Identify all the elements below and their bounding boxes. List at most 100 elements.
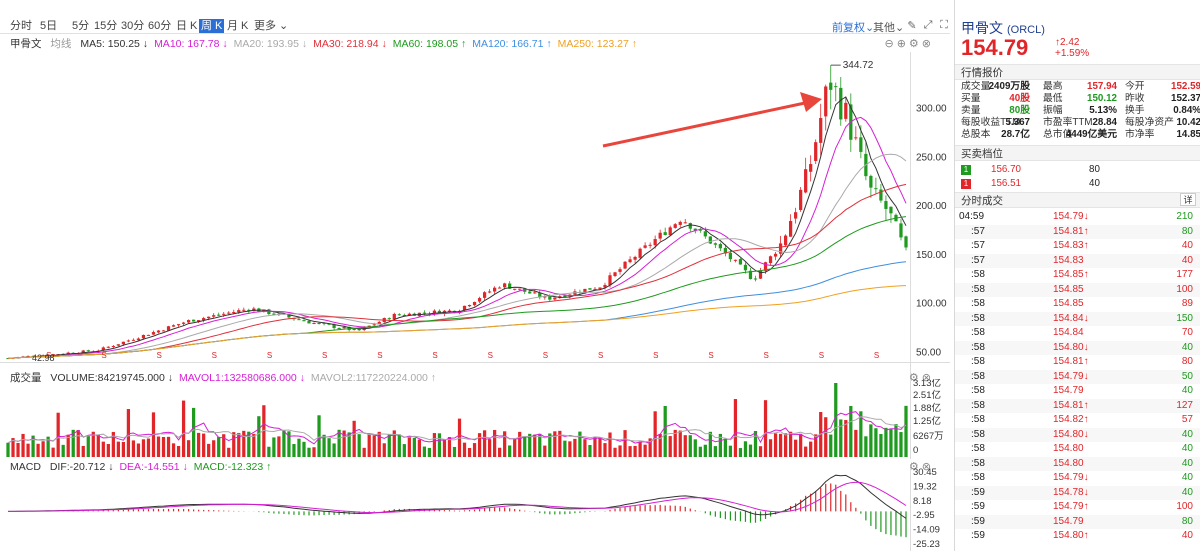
timeframe-tab-7[interactable]: 周 K xyxy=(199,19,225,33)
kline-chart[interactable]: 300.00 250.00 200.00 150.00 100.00 50.00 S S S S S… xyxy=(0,52,950,382)
volume-panel-controls[interactable]: ⚙⊗ xyxy=(908,372,934,384)
candle-body xyxy=(598,287,602,289)
candle-body xyxy=(287,314,291,318)
trade-time: :58 xyxy=(971,269,985,280)
candle-body xyxy=(794,212,798,219)
volume-bar xyxy=(392,430,396,457)
volume-bar xyxy=(758,446,763,457)
candle-body xyxy=(6,358,10,360)
trades-header: 分时成交 xyxy=(955,192,1200,208)
orderbook-row[interactable]: 1 156.51 40 xyxy=(955,177,1200,191)
orderbook-row[interactable]: 1 156.70 80 xyxy=(955,163,1200,177)
volume-bar xyxy=(161,437,166,457)
volume-bar xyxy=(362,447,366,457)
quote-label: 每股收益TTM xyxy=(961,117,1021,128)
trade-row: :58 154.85 100 xyxy=(955,282,1200,297)
volume-bar xyxy=(713,446,717,457)
trade-row: :57 154.83 40 xyxy=(955,253,1200,268)
trade-row: :58 154.81↑ 80 xyxy=(955,355,1200,370)
pencil-icon[interactable]: ✎ xyxy=(907,20,917,32)
trade-row: :58 154.79 40 xyxy=(955,384,1200,399)
volume-bar xyxy=(824,417,828,457)
trade-price: 154.85 xyxy=(1053,283,1084,295)
volume-bar xyxy=(272,437,276,457)
timeframe-tab-2[interactable]: 5分 xyxy=(72,20,90,32)
kline-type-label[interactable]: 均线 xyxy=(50,38,72,50)
macd-y-tick: 8.18 xyxy=(913,496,932,507)
kline-panel-controls[interactable]: ⊖⊕⚙⊗ xyxy=(884,38,934,50)
timeframe-tab-1[interactable]: 5日 xyxy=(40,20,58,32)
trade-time: :58 xyxy=(971,414,985,425)
annotation-arrow-head xyxy=(800,92,822,112)
trade-time: :58 xyxy=(971,356,985,367)
kline-indicator-4: MA60: 198.05 ↑ xyxy=(392,38,467,50)
orderbook-price: 156.51 xyxy=(991,178,1021,189)
volume-bar xyxy=(222,434,226,457)
trade-time: :58 xyxy=(971,385,985,396)
trade-volume: 40 xyxy=(1181,254,1193,266)
orderbook-header: 买卖档位 xyxy=(955,145,1200,161)
timeframe-tab-6[interactable]: 日 K xyxy=(176,20,198,32)
volume-bar xyxy=(11,438,15,457)
candle-body xyxy=(131,339,136,341)
other-dropdown[interactable]: 其他⌄ xyxy=(873,22,905,34)
volume-bar xyxy=(197,432,201,457)
quote-value: 5.367 xyxy=(1005,117,1030,128)
candle-body xyxy=(643,245,647,248)
macd-chart[interactable]: 30.45 19.32 8.18 -2.95 -14.09 -25.23 xyxy=(0,468,950,551)
volume-bar xyxy=(126,409,131,457)
adjust-dropdown[interactable]: 前复权⌄ xyxy=(832,22,875,34)
volume-bar xyxy=(322,434,326,457)
trade-row: :58 154.80↓ 40 xyxy=(955,427,1200,442)
candle-body xyxy=(482,292,487,298)
volume-y-tick: 6267万 xyxy=(913,431,944,442)
timeframe-tab-3[interactable]: 15分 xyxy=(94,20,118,32)
candle-body xyxy=(834,86,838,88)
timeframe-tab-0[interactable]: 分时 xyxy=(10,20,32,32)
trade-row: :58 154.85↑ 177 xyxy=(955,268,1200,283)
volume-bar xyxy=(462,442,467,457)
volume-bar xyxy=(753,430,758,457)
volume-bar xyxy=(46,436,50,457)
candle-body xyxy=(543,296,547,298)
trade-price: 154.85 xyxy=(1053,298,1084,309)
candle-body xyxy=(778,243,783,254)
expand-icon[interactable]: ⤢ xyxy=(923,19,933,31)
candle-body xyxy=(357,328,361,331)
quote-value: 4449亿美元 xyxy=(1065,129,1117,140)
candle-body xyxy=(498,287,502,289)
candle-body xyxy=(733,259,738,261)
volume-bar xyxy=(613,447,617,457)
kline-y-tick: 100.00 xyxy=(916,299,947,310)
volume-bar xyxy=(422,446,427,457)
volume-bar xyxy=(698,446,702,457)
timeframe-tab-8[interactable]: 月 K xyxy=(227,20,249,32)
annotation-arrow xyxy=(602,101,806,148)
trades-detail-button[interactable]: 详 xyxy=(1180,193,1196,206)
trade-price: 154.79↑ xyxy=(1053,501,1089,512)
timeframe-tab-5[interactable]: 60分 xyxy=(148,20,172,32)
volume-bar xyxy=(899,432,903,457)
volume-bar xyxy=(302,441,306,457)
timeframe-tab-4[interactable]: 30分 xyxy=(121,20,145,32)
timeframe-tab-9[interactable]: 更多 ⌄ xyxy=(254,20,289,32)
candle-body xyxy=(237,310,241,313)
volume-bar xyxy=(678,430,682,457)
volume-bar xyxy=(523,436,527,457)
kline-y-tick: 150.00 xyxy=(916,250,947,261)
candle-body xyxy=(859,137,863,152)
fullscreen-icon[interactable]: ⛶ xyxy=(940,19,948,31)
kline-indicators: MA5: 150.25 ↓ MA10: 167.78 ↓ MA20: 193.95 … xyxy=(80,38,643,50)
stock-change: ↑2.42 +1.59% xyxy=(1055,37,1089,59)
candle-body xyxy=(156,330,161,333)
split-marker: S xyxy=(377,351,382,360)
split-marker: S xyxy=(874,351,879,360)
quote-label: 成交量 xyxy=(961,81,991,92)
kline-indicator-2: MA20: 193.95 ↓ xyxy=(233,38,308,50)
macd-panel-controls[interactable]: ⚙⊗ xyxy=(908,461,934,473)
volume-bar xyxy=(267,446,271,457)
volume-bar xyxy=(352,420,356,457)
